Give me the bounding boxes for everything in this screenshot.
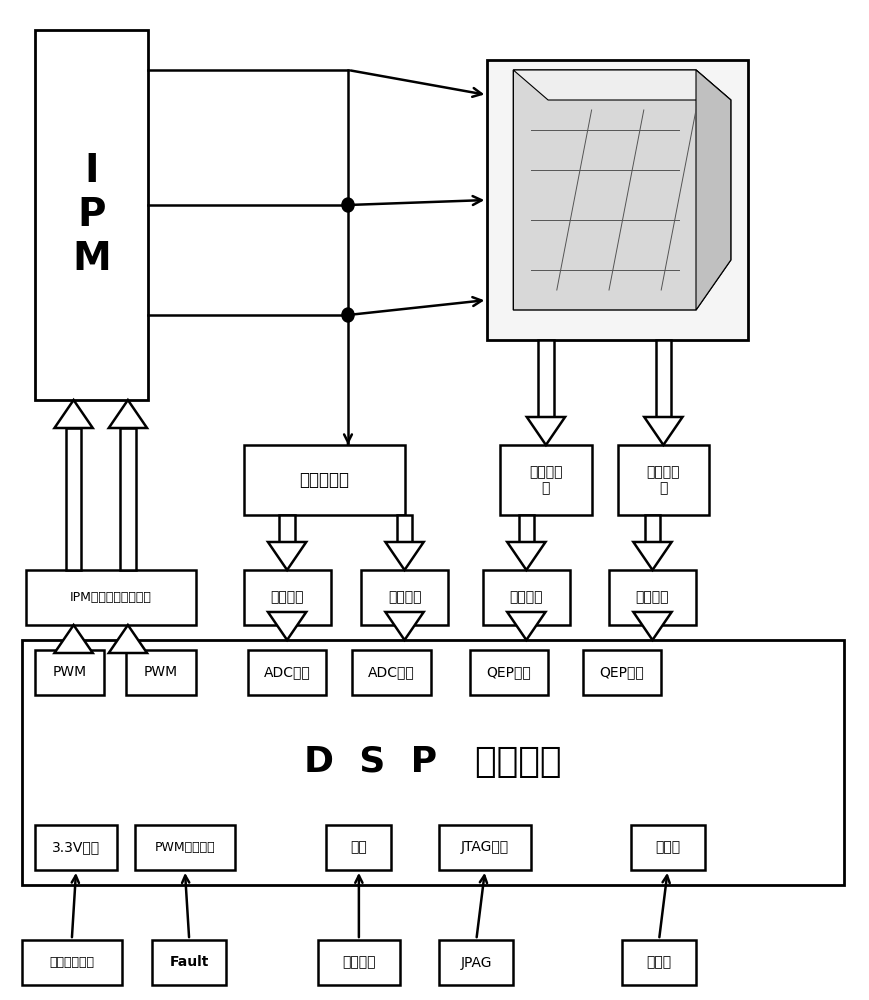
Bar xyxy=(35,650,104,695)
Text: 时钟: 时钟 xyxy=(350,840,367,854)
Text: ADC模块: ADC模块 xyxy=(368,666,415,680)
Text: Fault: Fault xyxy=(169,956,209,970)
Text: PWM: PWM xyxy=(52,666,87,680)
Text: JPAG: JPAG xyxy=(460,956,492,970)
Bar xyxy=(317,940,400,985)
Polygon shape xyxy=(268,542,306,570)
Circle shape xyxy=(342,308,354,322)
Bar xyxy=(279,515,295,542)
Polygon shape xyxy=(385,612,423,640)
Text: 脉冲信号: 脉冲信号 xyxy=(509,590,542,604)
Bar xyxy=(396,515,412,542)
Bar xyxy=(655,340,671,417)
Text: 复位端: 复位端 xyxy=(654,840,680,854)
Bar xyxy=(248,650,326,695)
Text: QEP模块: QEP模块 xyxy=(486,666,531,680)
Bar xyxy=(617,445,708,515)
Bar xyxy=(500,445,591,515)
Bar xyxy=(537,340,553,417)
Bar xyxy=(126,650,196,695)
Text: QEP模块: QEP模块 xyxy=(599,666,644,680)
Bar xyxy=(35,825,117,870)
Bar xyxy=(608,570,695,625)
Polygon shape xyxy=(507,612,545,640)
Text: 晶振电路: 晶振电路 xyxy=(342,956,375,970)
Polygon shape xyxy=(643,417,681,445)
Bar xyxy=(439,940,513,985)
Polygon shape xyxy=(633,542,671,570)
Polygon shape xyxy=(513,70,730,310)
Text: ADC模块: ADC模块 xyxy=(263,666,310,680)
Bar xyxy=(35,30,148,400)
Text: 3.3V电源: 3.3V电源 xyxy=(52,840,100,854)
Polygon shape xyxy=(526,417,565,445)
Text: 霍尔传感器: 霍尔传感器 xyxy=(299,471,348,489)
Polygon shape xyxy=(55,400,93,428)
Bar xyxy=(66,428,82,570)
Bar xyxy=(621,940,695,985)
Bar xyxy=(243,445,404,515)
Bar xyxy=(518,515,534,542)
Polygon shape xyxy=(695,70,730,310)
Polygon shape xyxy=(513,70,730,100)
Polygon shape xyxy=(385,542,423,570)
Polygon shape xyxy=(109,625,147,653)
Polygon shape xyxy=(268,612,306,640)
Bar xyxy=(487,60,747,340)
Polygon shape xyxy=(633,612,671,640)
Text: 编码器: 编码器 xyxy=(646,956,671,970)
Polygon shape xyxy=(55,625,93,653)
Bar xyxy=(630,825,704,870)
Bar xyxy=(22,940,122,985)
Bar xyxy=(135,825,235,870)
Text: 电流采样: 电流采样 xyxy=(388,590,421,604)
Bar xyxy=(22,640,843,885)
Text: 电流采样: 电流采样 xyxy=(270,590,303,604)
Text: 位置传感
器: 位置传感 器 xyxy=(646,465,680,495)
Bar xyxy=(152,940,226,985)
Text: 脉冲信号: 脉冲信号 xyxy=(635,590,668,604)
Bar xyxy=(482,570,569,625)
Text: 电平变换电路: 电平变换电路 xyxy=(50,956,94,969)
Bar xyxy=(26,570,196,625)
Bar xyxy=(644,515,660,542)
Bar xyxy=(582,650,660,695)
Text: 位置传感
器: 位置传感 器 xyxy=(528,465,562,495)
Bar xyxy=(439,825,530,870)
Text: PWM故障保护: PWM故障保护 xyxy=(155,841,215,854)
Bar xyxy=(352,650,430,695)
Bar xyxy=(469,650,547,695)
Text: PWM: PWM xyxy=(143,666,178,680)
Text: IPM隔离驱动保护电路: IPM隔离驱动保护电路 xyxy=(70,591,152,604)
Bar xyxy=(361,570,448,625)
Bar xyxy=(243,570,330,625)
Polygon shape xyxy=(109,400,147,428)
Text: I
P
M: I P M xyxy=(72,152,110,278)
Text: JTAG接口: JTAG接口 xyxy=(461,840,508,854)
Text: D  S  P   控制系统: D S P 控制系统 xyxy=(304,746,561,780)
Bar xyxy=(326,825,391,870)
Circle shape xyxy=(342,198,354,212)
Polygon shape xyxy=(507,542,545,570)
Bar xyxy=(120,428,136,570)
